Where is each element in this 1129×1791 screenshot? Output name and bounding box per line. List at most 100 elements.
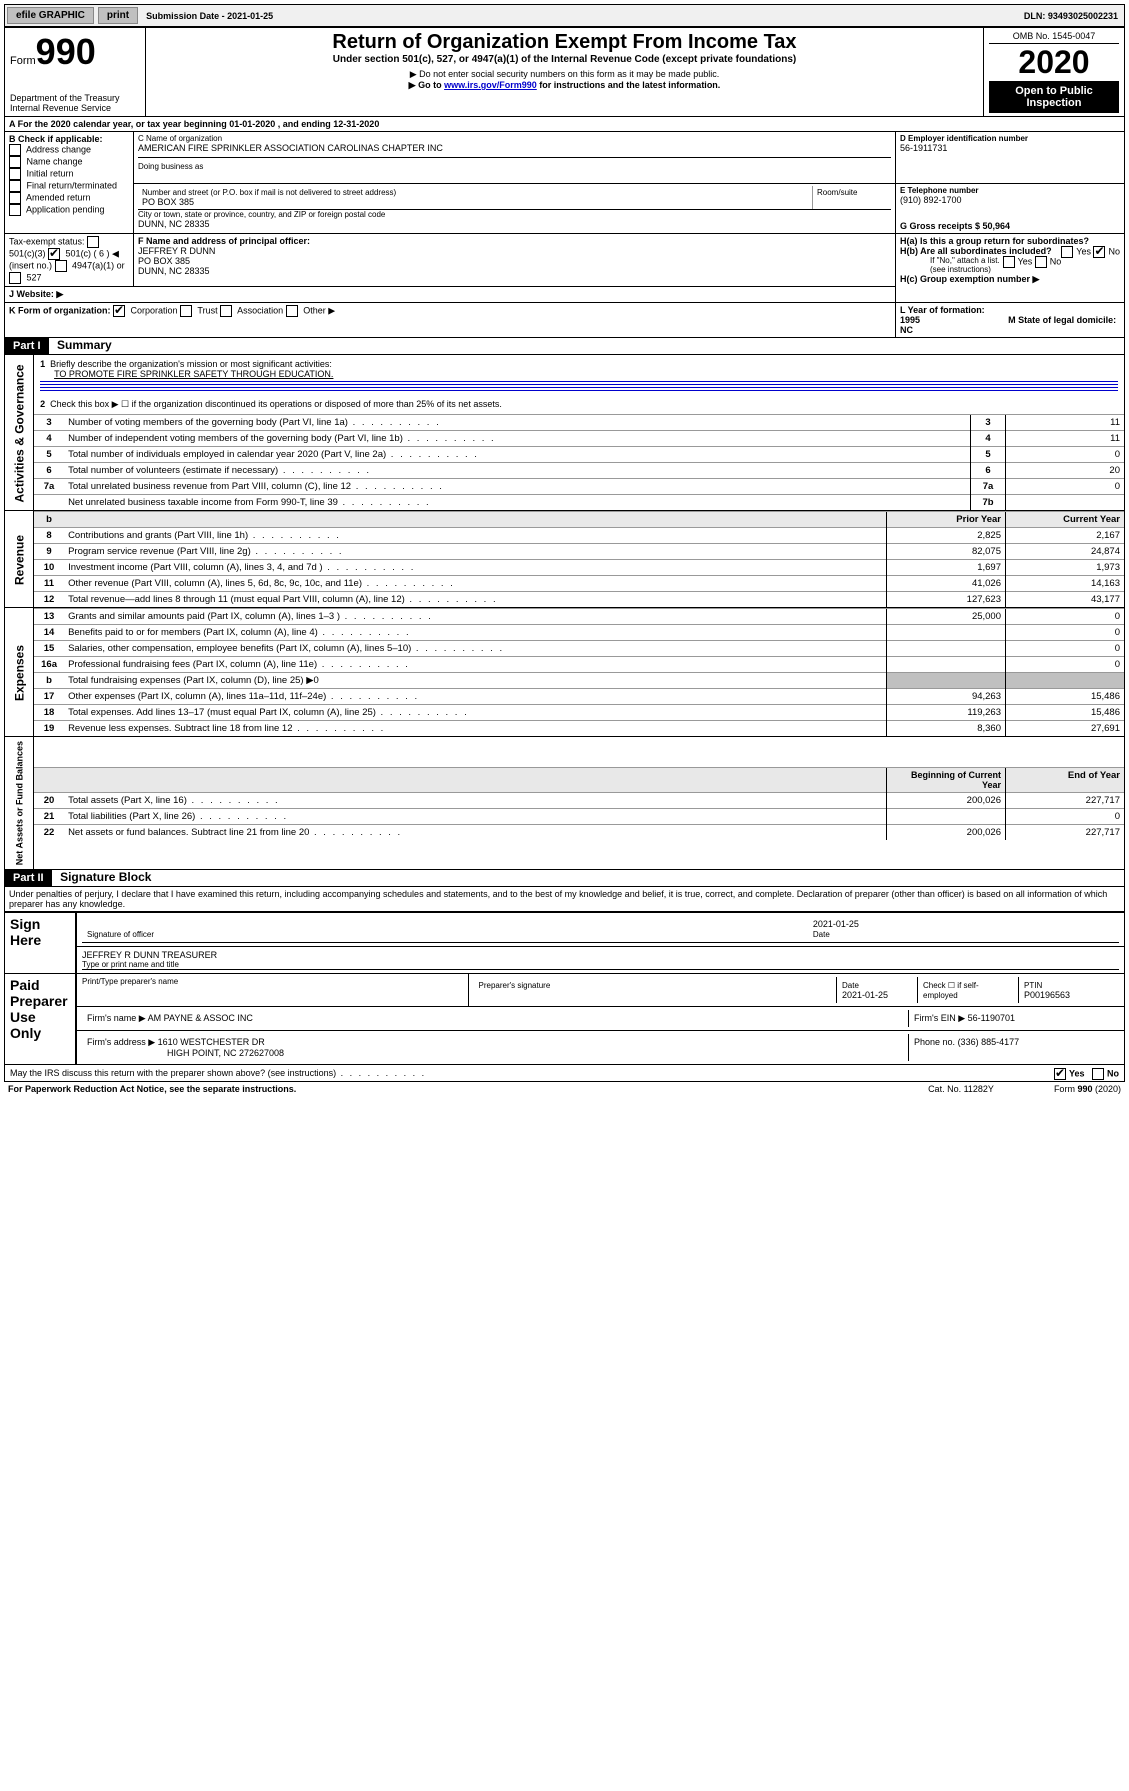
- row-text: Net assets or fund balances. Subtract li…: [64, 824, 886, 840]
- ein-value: 56-1911731: [900, 143, 1120, 153]
- 501c-checkbox[interactable]: [48, 248, 60, 260]
- submission-date: Submission Date - 2021-01-25: [140, 9, 279, 23]
- top-toolbar: efile GRAPHIC print Submission Date - 20…: [4, 4, 1125, 27]
- row-text: Revenue less expenses. Subtract line 18 …: [64, 721, 886, 737]
- b-item-checkbox[interactable]: [9, 204, 21, 216]
- row-current: 0: [1006, 641, 1125, 657]
- vert-netassets: Net Assets or Fund Balances: [5, 737, 34, 870]
- phone-value: (910) 892-1700: [900, 195, 1120, 205]
- row-box: 5: [971, 447, 1006, 463]
- row-prior: 25,000: [887, 609, 1006, 625]
- row-text: Benefits paid to or for members (Part IX…: [64, 625, 886, 641]
- row-num: 7a: [34, 479, 64, 495]
- dept-treasury: Department of the Treasury: [10, 93, 140, 103]
- irs-link[interactable]: www.irs.gov/Form990: [444, 80, 537, 90]
- firm-name: AM PAYNE & ASSOC INC: [148, 1013, 253, 1023]
- 501c3-checkbox[interactable]: [87, 236, 99, 248]
- vert-governance: Activities & Governance: [5, 355, 34, 511]
- row-val: 20: [1006, 463, 1125, 479]
- discuss-yes-checkbox[interactable]: [1054, 1068, 1066, 1080]
- part1-title: Summary: [51, 338, 112, 352]
- firm-addr1: 1610 WESTCHESTER DR: [158, 1037, 265, 1047]
- row-text: Number of voting members of the governin…: [64, 415, 970, 431]
- row-current: 27,691: [1006, 721, 1125, 737]
- row-num: 6: [34, 463, 64, 479]
- firm-ein-label: Firm's EIN ▶: [914, 1013, 965, 1023]
- row-box: 7a: [971, 479, 1006, 495]
- q1-text: TO PROMOTE FIRE SPRINKLER SAFETY THROUGH…: [40, 369, 333, 379]
- part2-title: Signature Block: [54, 870, 151, 884]
- city-value: DUNN, NC 28335: [138, 219, 891, 229]
- hb-no-checkbox[interactable]: [1035, 256, 1047, 268]
- form-title: Return of Organization Exempt From Incom…: [151, 31, 978, 54]
- row-current: 43,177: [1006, 592, 1125, 608]
- row-num: 17: [34, 689, 64, 705]
- form-footer: Form 990 (2020): [1054, 1084, 1121, 1094]
- row-current: 0: [1006, 808, 1125, 824]
- hb-yes-checkbox[interactable]: [1003, 256, 1015, 268]
- row-num: 12: [34, 592, 64, 608]
- assoc-checkbox[interactable]: [220, 305, 232, 317]
- vert-revenue: Revenue: [5, 511, 34, 608]
- vert-expenses: Expenses: [5, 608, 34, 737]
- gross-receipts: G Gross receipts $ 50,964: [900, 221, 1120, 231]
- row-text: Total number of individuals employed in …: [64, 447, 970, 463]
- b-item: Application pending: [9, 204, 129, 216]
- b-item-checkbox[interactable]: [9, 192, 21, 204]
- row-prior: 127,623: [887, 592, 1006, 608]
- b-item-checkbox[interactable]: [9, 168, 21, 180]
- paid-preparer-label: Paid Preparer Use Only: [10, 977, 70, 1041]
- ptin-label: PTIN: [1024, 981, 1042, 990]
- firm-name-label: Firm's name ▶: [87, 1013, 146, 1023]
- print-button[interactable]: print: [98, 7, 138, 24]
- row-num: 13: [34, 609, 64, 625]
- section-b-label: B Check if applicable:: [9, 134, 129, 144]
- row-current: [1006, 673, 1125, 689]
- sig-officer-label: Signature of officer: [87, 930, 154, 939]
- row-current: 14,163: [1006, 576, 1125, 592]
- b-item-checkbox[interactable]: [9, 156, 21, 168]
- row-num: [34, 495, 64, 511]
- discuss-no-checkbox[interactable]: [1092, 1068, 1104, 1080]
- section-d-label: D Employer identification number: [900, 134, 1120, 143]
- row-prior: [887, 808, 1006, 824]
- type-name-label: Type or print name and title: [82, 960, 1119, 970]
- form-label: Form990: [10, 31, 140, 73]
- trust-checkbox[interactable]: [180, 305, 192, 317]
- row-num: 10: [34, 560, 64, 576]
- row-text: Investment income (Part VIII, column (A)…: [64, 560, 886, 576]
- officer-addr2: DUNN, NC 28335: [138, 266, 891, 276]
- self-emp-label: Check ☐ if self-employed: [923, 981, 979, 1000]
- section-j: J Website: ▶: [5, 287, 896, 303]
- ha-no-checkbox[interactable]: [1093, 246, 1105, 258]
- addr-label: Number and street (or P.O. box if mail i…: [142, 188, 808, 197]
- q1-label: Briefly describe the organization's miss…: [50, 359, 332, 369]
- discuss-label: May the IRS discuss this return with the…: [10, 1068, 336, 1078]
- b-item-checkbox[interactable]: [9, 144, 21, 156]
- b-item-checkbox[interactable]: [9, 180, 21, 192]
- corp-checkbox[interactable]: [113, 305, 125, 317]
- other-checkbox[interactable]: [286, 305, 298, 317]
- ha-yes-checkbox[interactable]: [1061, 246, 1073, 258]
- row-prior: [887, 673, 1006, 689]
- row-current: 2,167: [1006, 528, 1125, 544]
- irs-label: Internal Revenue Service: [10, 103, 140, 113]
- firm-addr2: HIGH POINT, NC 272627008: [87, 1048, 284, 1058]
- row-prior: 2,825: [887, 528, 1006, 544]
- 4947-checkbox[interactable]: [55, 260, 67, 272]
- row-text: Salaries, other compensation, employee b…: [64, 641, 886, 657]
- efile-button[interactable]: efile GRAPHIC: [7, 7, 94, 24]
- row-prior: 200,026: [887, 792, 1006, 808]
- section-k-label: K Form of organization:: [9, 305, 111, 315]
- note-link: ▶ Go to www.irs.gov/Form990 for instruct…: [151, 80, 978, 91]
- 527-checkbox[interactable]: [9, 272, 21, 284]
- prep-date-label: Date: [842, 981, 859, 990]
- row-num: 15: [34, 641, 64, 657]
- row-prior: 1,697: [887, 560, 1006, 576]
- row-val: 0: [1006, 479, 1125, 495]
- date-label: Date: [813, 930, 830, 939]
- row-current: 1,973: [1006, 560, 1125, 576]
- row-text: Grants and similar amounts paid (Part IX…: [64, 609, 886, 625]
- row-num: 8: [34, 528, 64, 544]
- omb-number: OMB No. 1545-0047: [989, 31, 1119, 44]
